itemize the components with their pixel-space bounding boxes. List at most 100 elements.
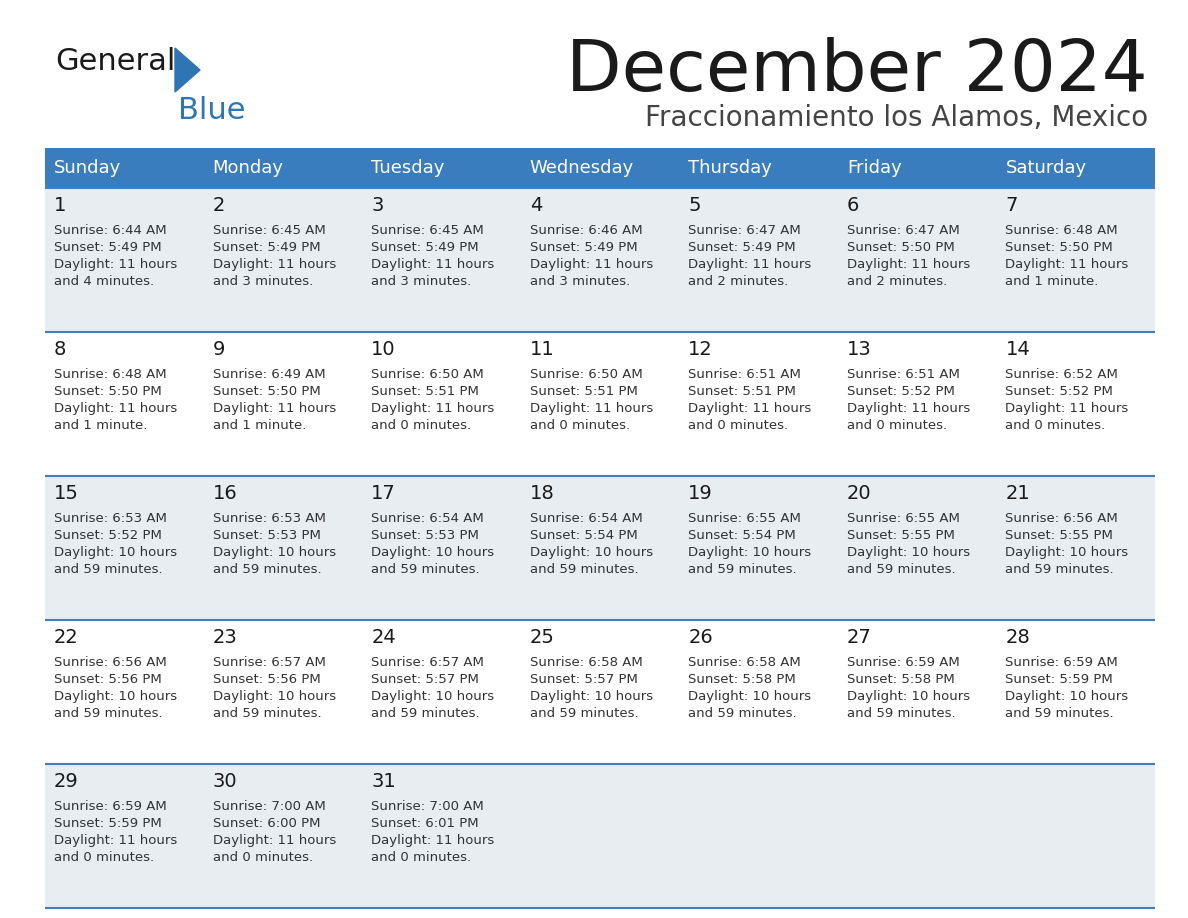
Bar: [838, 188, 997, 332]
Text: 30: 30: [213, 772, 238, 791]
Text: Sunset: 5:50 PM: Sunset: 5:50 PM: [1005, 241, 1113, 254]
Polygon shape: [175, 48, 200, 92]
Text: 29: 29: [53, 772, 78, 791]
Bar: [520, 332, 680, 476]
Text: Sunset: 5:56 PM: Sunset: 5:56 PM: [213, 673, 321, 686]
Text: and 3 minutes.: and 3 minutes.: [371, 275, 472, 288]
Text: Daylight: 10 hours: Daylight: 10 hours: [53, 546, 177, 559]
Text: Sunset: 5:49 PM: Sunset: 5:49 PM: [213, 241, 321, 254]
Bar: [838, 148, 997, 188]
Bar: [520, 476, 680, 620]
Text: 17: 17: [371, 484, 396, 503]
Text: and 59 minutes.: and 59 minutes.: [371, 707, 480, 720]
Text: Daylight: 10 hours: Daylight: 10 hours: [213, 546, 336, 559]
Text: Sunset: 5:57 PM: Sunset: 5:57 PM: [371, 673, 479, 686]
Text: Sunset: 5:58 PM: Sunset: 5:58 PM: [847, 673, 955, 686]
Text: Wednesday: Wednesday: [530, 159, 634, 177]
Bar: [362, 148, 520, 188]
Text: Sunrise: 6:53 AM: Sunrise: 6:53 AM: [213, 512, 326, 525]
Bar: [362, 476, 520, 620]
Text: Sunset: 5:55 PM: Sunset: 5:55 PM: [1005, 529, 1113, 542]
Text: 27: 27: [847, 628, 872, 647]
Bar: [997, 620, 1155, 764]
Bar: [838, 620, 997, 764]
Text: 23: 23: [213, 628, 238, 647]
Text: Daylight: 11 hours: Daylight: 11 hours: [530, 258, 653, 271]
Bar: [997, 148, 1155, 188]
Bar: [45, 332, 203, 476]
Text: Friday: Friday: [847, 159, 902, 177]
Bar: [45, 476, 203, 620]
Text: 4: 4: [530, 196, 542, 215]
Text: 16: 16: [213, 484, 238, 503]
Bar: [997, 764, 1155, 908]
Text: Daylight: 10 hours: Daylight: 10 hours: [847, 690, 969, 703]
Text: 14: 14: [1005, 340, 1030, 359]
Text: and 0 minutes.: and 0 minutes.: [847, 419, 947, 432]
Text: Sunset: 5:52 PM: Sunset: 5:52 PM: [53, 529, 162, 542]
Bar: [362, 620, 520, 764]
Text: Sunset: 6:00 PM: Sunset: 6:00 PM: [213, 817, 320, 830]
Text: and 59 minutes.: and 59 minutes.: [847, 563, 955, 576]
Text: Sunrise: 6:50 AM: Sunrise: 6:50 AM: [530, 368, 643, 381]
Text: 22: 22: [53, 628, 78, 647]
Bar: [203, 148, 362, 188]
Text: 31: 31: [371, 772, 396, 791]
Text: Sunrise: 6:55 AM: Sunrise: 6:55 AM: [688, 512, 801, 525]
Text: Daylight: 10 hours: Daylight: 10 hours: [1005, 546, 1129, 559]
Text: Sunset: 5:49 PM: Sunset: 5:49 PM: [688, 241, 796, 254]
Bar: [838, 332, 997, 476]
Text: Daylight: 11 hours: Daylight: 11 hours: [371, 402, 494, 415]
Text: Sunrise: 6:54 AM: Sunrise: 6:54 AM: [530, 512, 643, 525]
Text: and 0 minutes.: and 0 minutes.: [53, 851, 154, 864]
Text: 25: 25: [530, 628, 555, 647]
Bar: [997, 188, 1155, 332]
Text: 5: 5: [688, 196, 701, 215]
Text: and 0 minutes.: and 0 minutes.: [371, 851, 472, 864]
Text: Sunset: 5:49 PM: Sunset: 5:49 PM: [53, 241, 162, 254]
Text: Sunrise: 6:47 AM: Sunrise: 6:47 AM: [688, 224, 801, 237]
Text: Daylight: 10 hours: Daylight: 10 hours: [688, 690, 811, 703]
Text: Daylight: 11 hours: Daylight: 11 hours: [847, 402, 971, 415]
Text: 8: 8: [53, 340, 67, 359]
Text: Sunset: 5:51 PM: Sunset: 5:51 PM: [371, 385, 479, 398]
Text: and 0 minutes.: and 0 minutes.: [530, 419, 630, 432]
Text: and 59 minutes.: and 59 minutes.: [847, 707, 955, 720]
Text: Daylight: 11 hours: Daylight: 11 hours: [1005, 402, 1129, 415]
Text: and 59 minutes.: and 59 minutes.: [530, 707, 638, 720]
Text: 21: 21: [1005, 484, 1030, 503]
Text: Daylight: 10 hours: Daylight: 10 hours: [847, 546, 969, 559]
Text: Daylight: 10 hours: Daylight: 10 hours: [371, 546, 494, 559]
Text: Sunset: 5:50 PM: Sunset: 5:50 PM: [213, 385, 321, 398]
Text: Daylight: 11 hours: Daylight: 11 hours: [847, 258, 971, 271]
Text: 19: 19: [688, 484, 713, 503]
Bar: [45, 148, 203, 188]
Bar: [203, 188, 362, 332]
Text: and 0 minutes.: and 0 minutes.: [1005, 419, 1106, 432]
Text: and 2 minutes.: and 2 minutes.: [688, 275, 789, 288]
Text: and 59 minutes.: and 59 minutes.: [688, 707, 797, 720]
Text: Sunrise: 6:53 AM: Sunrise: 6:53 AM: [53, 512, 166, 525]
Text: Sunrise: 6:56 AM: Sunrise: 6:56 AM: [1005, 512, 1118, 525]
Text: Daylight: 11 hours: Daylight: 11 hours: [53, 834, 177, 847]
Text: Daylight: 11 hours: Daylight: 11 hours: [688, 258, 811, 271]
Bar: [203, 332, 362, 476]
Text: and 59 minutes.: and 59 minutes.: [1005, 563, 1114, 576]
Text: 10: 10: [371, 340, 396, 359]
Text: and 4 minutes.: and 4 minutes.: [53, 275, 154, 288]
Text: 7: 7: [1005, 196, 1018, 215]
Bar: [520, 764, 680, 908]
Text: Sunrise: 6:47 AM: Sunrise: 6:47 AM: [847, 224, 960, 237]
Bar: [520, 148, 680, 188]
Text: Sunset: 5:52 PM: Sunset: 5:52 PM: [847, 385, 955, 398]
Text: Sunrise: 6:45 AM: Sunrise: 6:45 AM: [371, 224, 484, 237]
Bar: [45, 764, 203, 908]
Text: 6: 6: [847, 196, 859, 215]
Text: 11: 11: [530, 340, 555, 359]
Text: 20: 20: [847, 484, 872, 503]
Text: Sunset: 5:54 PM: Sunset: 5:54 PM: [688, 529, 796, 542]
Text: and 59 minutes.: and 59 minutes.: [1005, 707, 1114, 720]
Text: 15: 15: [53, 484, 78, 503]
Text: Sunrise: 6:52 AM: Sunrise: 6:52 AM: [1005, 368, 1118, 381]
Text: and 0 minutes.: and 0 minutes.: [688, 419, 789, 432]
